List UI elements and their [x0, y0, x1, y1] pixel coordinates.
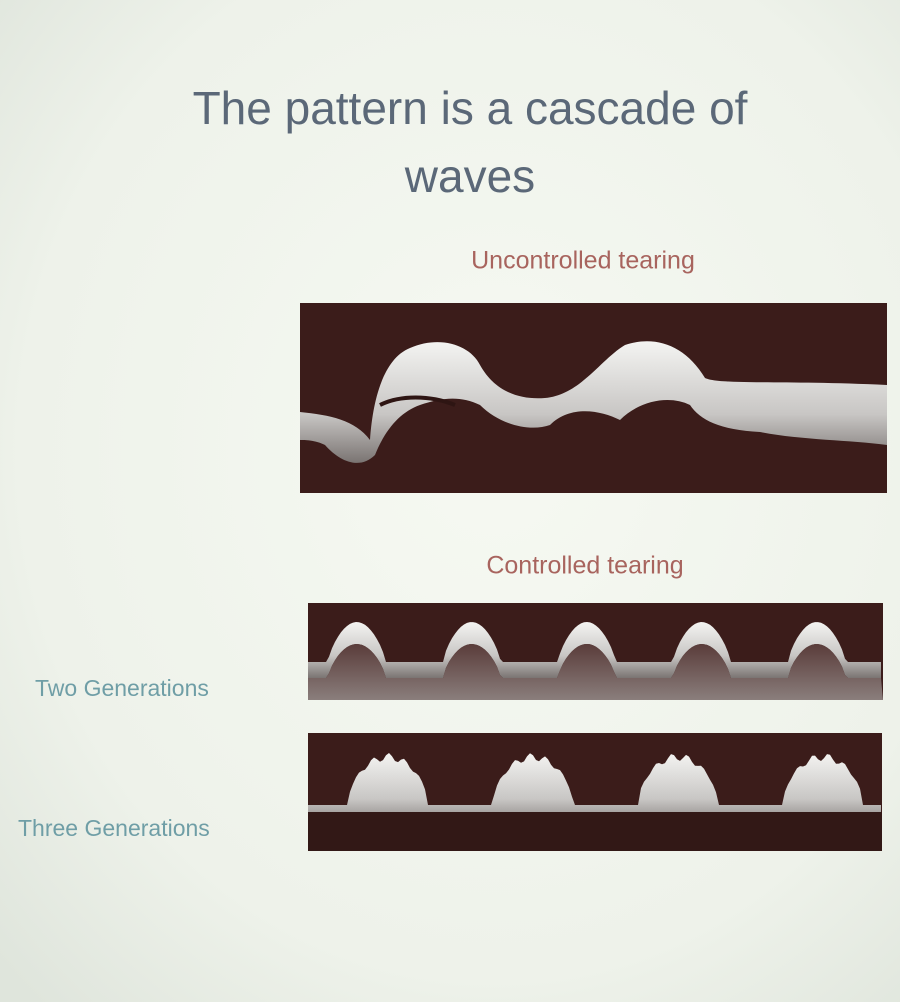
tearing-image	[308, 733, 882, 851]
caption: Controlled tearing	[486, 552, 683, 580]
title-line: The pattern is a cascade of	[193, 82, 748, 134]
caption: Uncontrolled tearing	[471, 247, 695, 275]
tearing-image	[300, 303, 887, 493]
row-label: Three Generations	[18, 815, 210, 841]
tearing-image	[308, 603, 883, 700]
row-label: Two Generations	[35, 675, 209, 701]
title-line: waves	[404, 150, 535, 202]
